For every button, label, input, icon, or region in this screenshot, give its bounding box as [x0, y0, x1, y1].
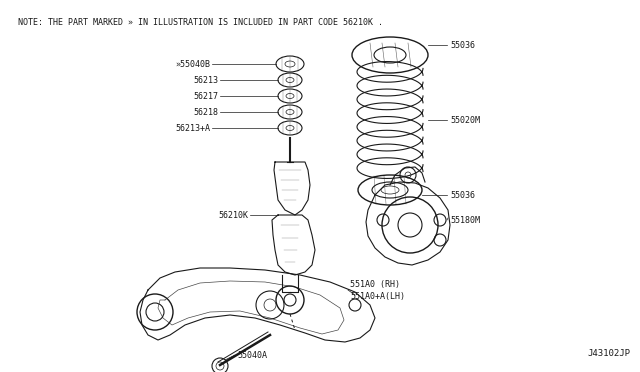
Text: 55040A: 55040A	[237, 350, 267, 359]
Text: 56213+A: 56213+A	[175, 124, 210, 132]
Text: 56210K: 56210K	[218, 211, 248, 219]
Text: 551A0+A(LH): 551A0+A(LH)	[350, 292, 405, 301]
Text: 56213: 56213	[193, 76, 218, 84]
Text: 55180M: 55180M	[450, 215, 480, 224]
Text: 56217: 56217	[193, 92, 218, 100]
Text: J43102JP: J43102JP	[587, 349, 630, 358]
Text: 55036: 55036	[450, 41, 475, 49]
Text: 56218: 56218	[193, 108, 218, 116]
Text: 551A0 (RH): 551A0 (RH)	[350, 280, 400, 289]
Text: 55020M: 55020M	[450, 115, 480, 125]
Text: »55040B: »55040B	[175, 60, 210, 68]
Text: 55036: 55036	[450, 190, 475, 199]
Text: NOTE: THE PART MARKED » IN ILLUSTRATION IS INCLUDED IN PART CODE 56210K .: NOTE: THE PART MARKED » IN ILLUSTRATION …	[18, 18, 383, 27]
